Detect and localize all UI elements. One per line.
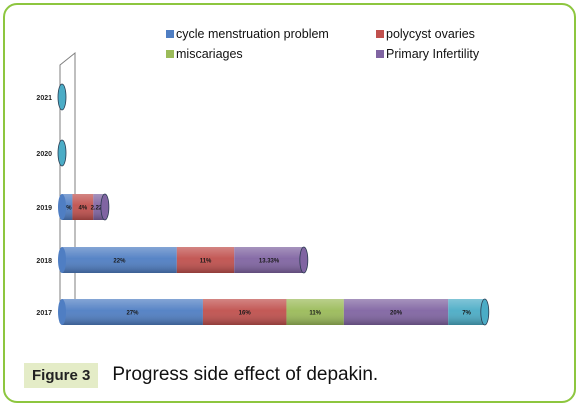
legend-swatch-miscariages: [166, 50, 174, 58]
bar-cap-left-2018: [58, 247, 66, 273]
chart-bars: 002%4%2.22%022%11%013.33%027%16%11%20%7%: [57, 83, 490, 326]
data-label-2017-2: 11%: [309, 311, 321, 317]
bar-shade-2017-0: [62, 299, 203, 325]
data-label-2018-0: 22%: [113, 259, 126, 265]
data-label-2018-3: 13.33%: [259, 259, 280, 265]
bar-row-2017: 27% 16% 11% 20% 7%: [58, 298, 490, 326]
bar-shade-2017-3: [343, 299, 449, 325]
data-label-2017-1: 16%: [239, 311, 252, 317]
bar-shade-2018-1: [176, 247, 235, 273]
legend-label-polycyst-ovaries: polycyst ovaries: [386, 27, 475, 41]
stacked-bar-chart: cycle menstruation problem polycyst ovari…: [36, 27, 490, 326]
legend-swatch-primary-infertility: [376, 50, 384, 58]
data-label-2017-4: 7%: [462, 311, 471, 317]
y-tick-label-2018: 2018: [36, 258, 52, 265]
bar-cap-right-2021: [57, 83, 67, 111]
bar-cap-right-2019: [100, 193, 110, 221]
figure-label: Figure 3: [24, 362, 99, 388]
data-label-2017-3: 20%: [390, 311, 403, 317]
data-label-2019-0: 2%: [63, 206, 72, 212]
data-label-2017-0: 27%: [126, 311, 139, 317]
bar-cap-right-2018: [299, 246, 309, 274]
bar-cap-right-2020: [57, 139, 67, 167]
figure-caption: Figure 3 Progress side effect of depakin…: [24, 360, 378, 390]
data-label-2019-1: 4%: [79, 206, 88, 212]
legend-label-cycle-menstruation-problem: cycle menstruation problem: [176, 27, 329, 41]
bar-cap-left-2019: [58, 194, 66, 220]
bar-shade-2019-1: [72, 194, 94, 220]
bar-cap-right-2017: [480, 298, 490, 326]
bar-row-2019: 2%4%2.22%0: [58, 193, 110, 221]
y-tick-label-2019: 2019: [36, 205, 52, 212]
bar-row-2018: 22%11%013.33%0: [58, 246, 309, 274]
chart-legend: cycle menstruation problem polycyst ovari…: [166, 27, 480, 61]
bar-shade-2018-3: [234, 247, 304, 273]
bar-shade-2019-0: [62, 194, 73, 220]
legend-label-miscariages: miscariages: [176, 47, 243, 61]
bar-shade-2018-0: [62, 247, 177, 273]
data-label-2019-3: 2.22%: [91, 206, 109, 212]
bar-row-2021: 0: [57, 83, 67, 111]
legend-label-primary-infertility: Primary Infertility: [386, 47, 480, 61]
y-tick-label-2020: 2020: [36, 151, 52, 158]
bar-shade-2017-1: [202, 299, 287, 325]
y-axis-ticks: 2021 2020 2019 2018 2017: [36, 95, 52, 317]
y-tick-label-2017: 2017: [36, 310, 52, 317]
bar-shade-2017-2: [286, 299, 344, 325]
legend-swatch-polycyst-ovaries: [376, 30, 384, 38]
figure-title: Progress side effect of depakin.: [112, 364, 379, 385]
bar-cap-left-2017: [58, 299, 66, 325]
bar-shade-2019-3: [93, 194, 105, 220]
legend-swatch-cycle-menstruation-problem: [166, 30, 174, 38]
bar-row-2020: 0: [57, 139, 67, 167]
data-label-2018-1: 11%: [200, 259, 212, 265]
bar-shade-2017-4: [448, 299, 485, 325]
y-tick-label-2021: 2021: [36, 95, 52, 102]
